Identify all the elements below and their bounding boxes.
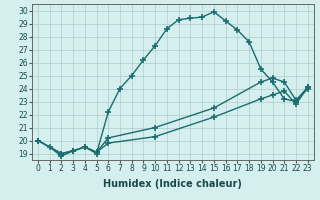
X-axis label: Humidex (Indice chaleur): Humidex (Indice chaleur): [103, 179, 242, 189]
